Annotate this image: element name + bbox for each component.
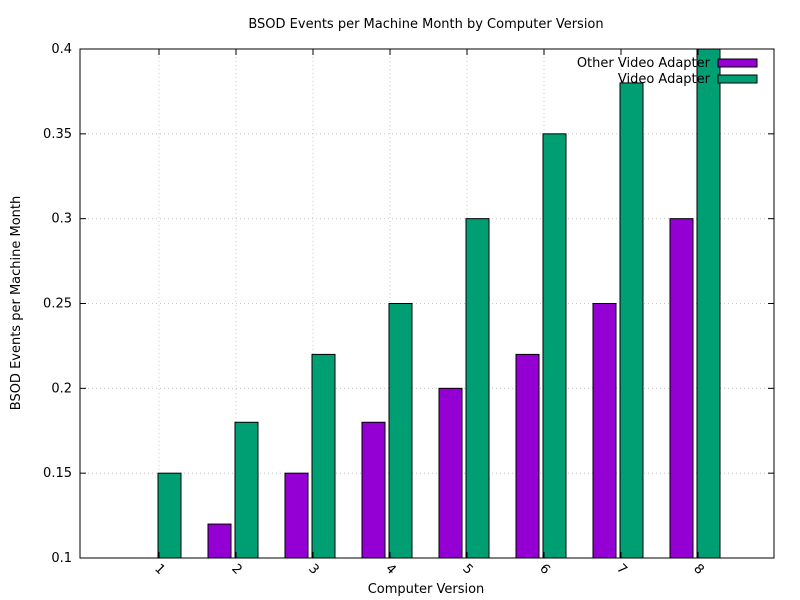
bar-other-video-adapter-8 [669, 218, 694, 559]
y-tick-label: 0.25 [43, 297, 72, 312]
legend-swatch [717, 74, 758, 84]
x-tick-label: 1 [151, 561, 167, 577]
y-axis-label: BSOD Events per Machine Month [9, 196, 24, 411]
x-tick-label: 5 [459, 561, 475, 577]
legend-swatch [717, 58, 758, 68]
x-tick-label: 7 [613, 561, 629, 577]
bar-video-adapter-3 [311, 353, 336, 559]
bar-video-adapter-2 [234, 421, 259, 559]
x-axis-label: Computer Version [368, 582, 485, 597]
y-tick-label: 0.15 [43, 466, 72, 481]
legend-label: Video Adapter [618, 72, 711, 87]
x-tick-label: 8 [690, 561, 706, 577]
x-tick-label: 3 [305, 561, 321, 577]
bar-video-adapter-8 [696, 48, 721, 559]
y-tick-label: 0.3 [51, 212, 72, 227]
legend-label: Other Video Adapter [577, 56, 711, 71]
bar-video-adapter-5 [465, 218, 490, 559]
bar-other-video-adapter-2 [207, 523, 232, 559]
bars [157, 48, 721, 559]
bar-other-video-adapter-4 [361, 421, 386, 559]
bar-other-video-adapter-7 [592, 303, 617, 559]
y-tick-label: 0.35 [43, 127, 72, 142]
bar-video-adapter-1 [157, 472, 182, 559]
bar-video-adapter-6 [542, 133, 567, 559]
x-tick-label: 2 [228, 561, 244, 577]
y-tick-label: 0.2 [51, 381, 72, 396]
x-tick-label: 6 [536, 561, 552, 577]
bar-other-video-adapter-3 [284, 472, 309, 559]
chart-title: BSOD Events per Machine Month by Compute… [248, 17, 603, 32]
y-tick-label: 0.1 [51, 551, 72, 566]
bar-other-video-adapter-5 [438, 387, 463, 559]
y-tick-label: 0.4 [51, 42, 72, 57]
bar-video-adapter-4 [388, 303, 413, 559]
bar-other-video-adapter-6 [515, 353, 540, 559]
plot-frame [79, 48, 775, 559]
bar-video-adapter-7 [619, 82, 644, 559]
x-tick-label: 4 [382, 561, 398, 577]
